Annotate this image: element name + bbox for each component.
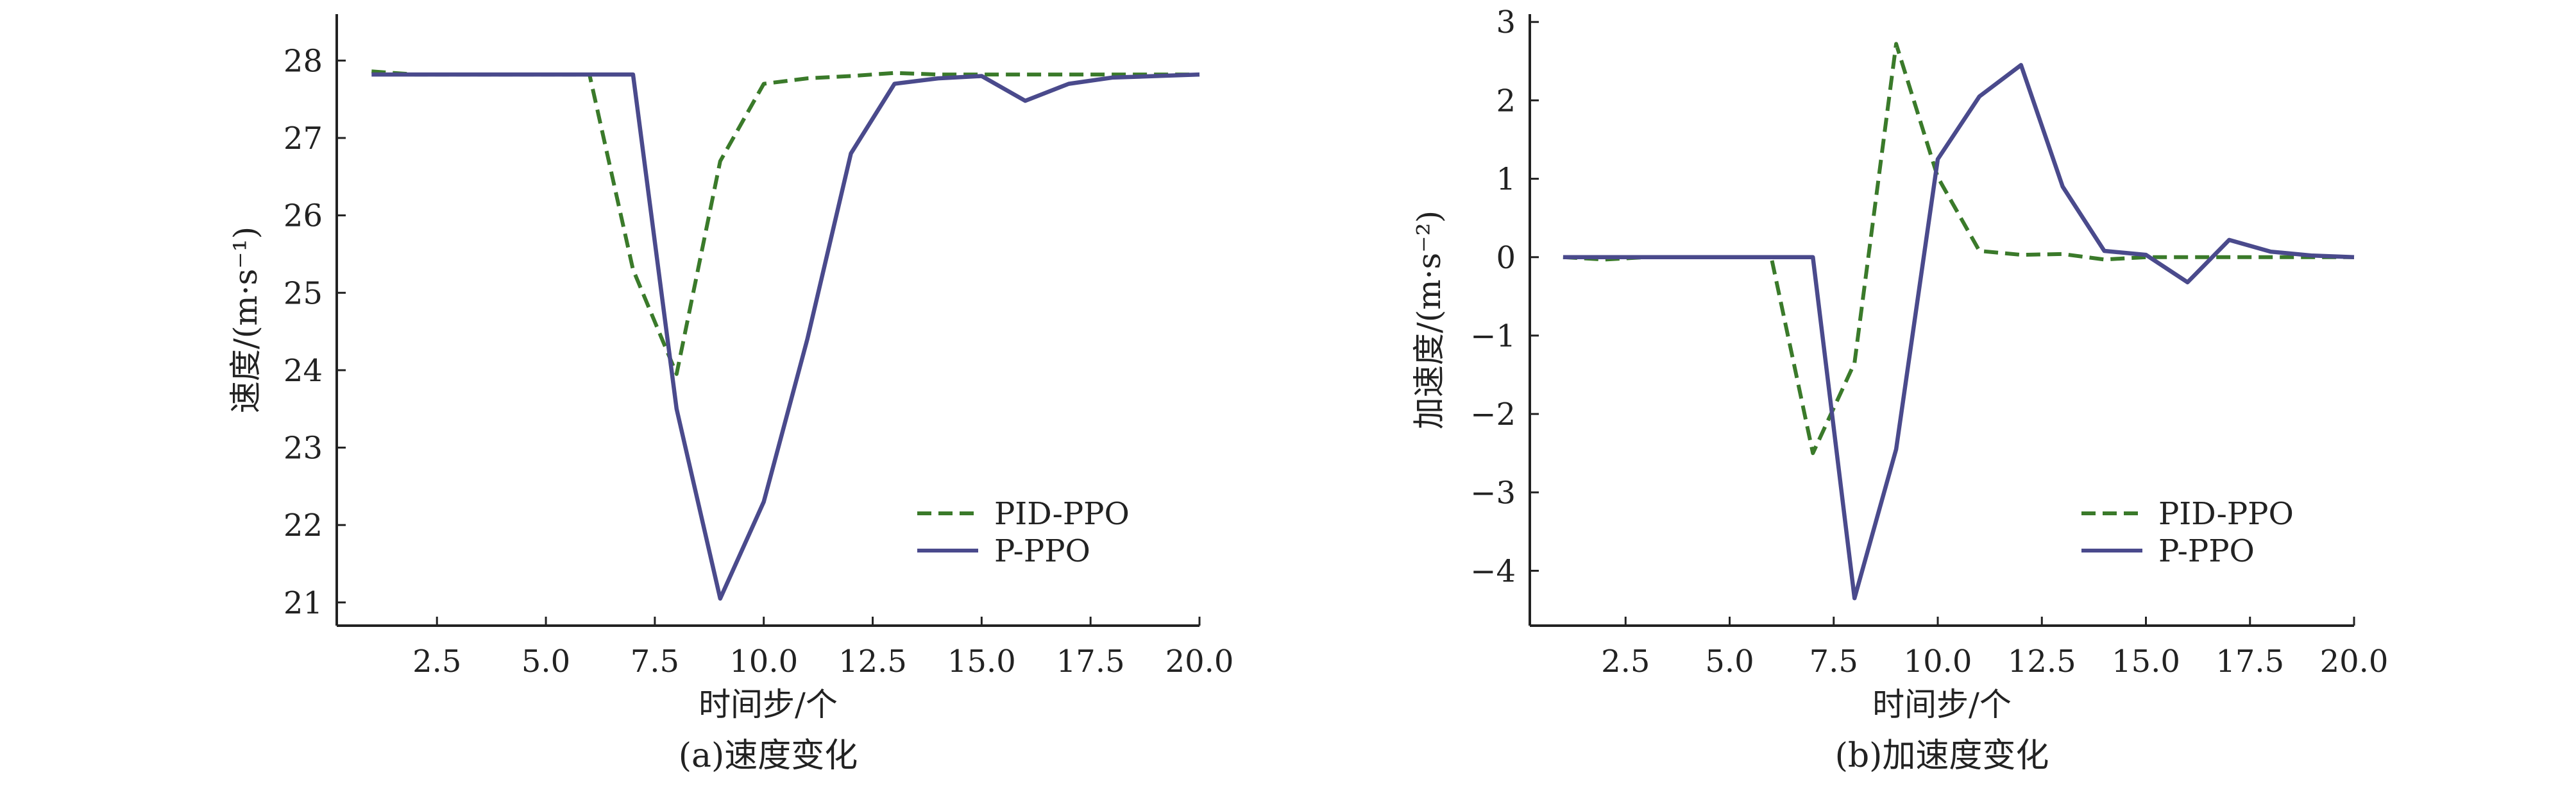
x-tick-label: 12.5 bbox=[838, 644, 907, 680]
chart-b: 2.5 5.0 7.5 10.0 12.5 15.0 17.5 20.0 −4 −3 −2 −1 0 1 2… bbox=[1411, 4, 2388, 775]
x-tick-label: 7.5 bbox=[1809, 644, 1858, 680]
y-tick-label: 0 bbox=[1496, 240, 1516, 276]
x-tick-label: 17.5 bbox=[2216, 644, 2284, 680]
y-tick-label: −2 bbox=[1470, 397, 1516, 433]
y-tick-label: 25 bbox=[284, 275, 323, 311]
y-tick-label: 27 bbox=[284, 121, 323, 157]
y-tick-label: −1 bbox=[1470, 318, 1516, 354]
series-line-pid-ppo bbox=[371, 69, 1199, 376]
legend-label: PID-PPO bbox=[994, 496, 1130, 532]
legend-label: P-PPO bbox=[2158, 533, 2255, 569]
y-tick-label: −4 bbox=[1470, 553, 1516, 589]
y-tick-label: −3 bbox=[1470, 475, 1516, 511]
y-tick-label: 3 bbox=[1496, 4, 1516, 40]
x-tick-label: 17.5 bbox=[1056, 644, 1125, 680]
x-tick-label: 7.5 bbox=[631, 644, 679, 680]
x-tick-label: 5.0 bbox=[521, 644, 570, 680]
legend-label: PID-PPO bbox=[2158, 496, 2294, 532]
x-tick-label: 10.0 bbox=[1904, 644, 1972, 680]
y-tick-label: 21 bbox=[284, 585, 323, 621]
x-tick-label: 20.0 bbox=[2320, 644, 2389, 680]
series-line-p-ppo bbox=[371, 72, 1200, 601]
x-tick-label: 20.0 bbox=[1165, 644, 1234, 680]
y-tick-label: 2 bbox=[1496, 83, 1516, 119]
x-axis-label: 时间步/个 bbox=[699, 686, 838, 723]
x-axis-label: 时间步/个 bbox=[1872, 686, 2012, 723]
y-tick-label: 26 bbox=[284, 198, 323, 234]
x-tick-label: 2.5 bbox=[412, 644, 461, 680]
chart-caption: (b)加速度变化 bbox=[1835, 737, 2049, 775]
x-tick-label: 15.0 bbox=[2112, 644, 2180, 680]
y-tick-label: 1 bbox=[1496, 162, 1516, 198]
y-tick-label: 24 bbox=[284, 353, 323, 389]
y-tick-label: 28 bbox=[284, 43, 323, 79]
y-axis-label: 速度/(m·s⁻¹) bbox=[227, 227, 264, 413]
y-axis-label: 加速度/(m·s⁻²) bbox=[1411, 210, 1448, 429]
series-line-p-ppo bbox=[1563, 63, 2355, 601]
chart-caption: (a)速度变化 bbox=[679, 737, 858, 775]
x-tick-label: 5.0 bbox=[1705, 644, 1754, 680]
y-tick-label: 22 bbox=[284, 508, 323, 544]
x-tick-label: 10.0 bbox=[729, 644, 798, 680]
x-tick-label: 12.5 bbox=[2008, 644, 2076, 680]
legend-label: P-PPO bbox=[994, 533, 1090, 569]
series-line-pid-ppo bbox=[1563, 42, 2354, 456]
chart-a: 2.5 5.0 7.5 10.0 12.5 15.0 17.5 20.0 21 22 23 24 25 2… bbox=[227, 14, 1233, 775]
y-tick-label: 23 bbox=[284, 431, 323, 467]
x-tick-label: 2.5 bbox=[1601, 644, 1650, 680]
x-tick-label: 15.0 bbox=[947, 644, 1016, 680]
